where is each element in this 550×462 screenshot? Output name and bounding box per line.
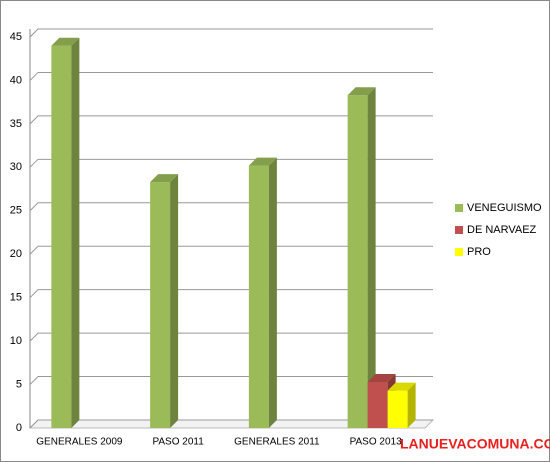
x-tick-label: PASO 2013 [350,437,403,448]
bar [150,174,179,428]
grid-line [29,376,433,385]
x-tick-label: GENERALES 2011 [234,437,320,448]
legend-swatch [455,248,463,256]
grid-line [29,71,433,81]
y-tick-label: 25 [10,205,22,217]
watermark: LANUEVACOMUNA.COM [400,436,550,452]
grid-line [29,245,433,255]
grid-line [29,158,433,168]
x-tick-label: PASO 2011 [152,437,204,448]
y-tick-label: 20 [10,248,22,260]
bar-face [367,87,376,429]
bar [51,37,80,428]
y-tick-label: 0 [16,422,22,434]
bar-face [347,95,368,429]
bar [347,87,376,429]
bar-face [407,382,416,428]
bar-face [367,381,388,428]
bar [387,382,416,428]
bar-face [367,373,396,382]
grid-line [29,419,433,429]
y-tick-label: 5 [16,378,22,390]
bar-face [268,157,277,428]
bar-face [150,174,179,183]
grid-line [29,28,433,38]
legend-label: DE NARVAEZ [467,224,537,236]
grid-line [29,202,433,212]
bar-face [248,157,277,166]
bar-face [51,45,72,428]
y-tick-label: 30 [10,161,22,173]
bar-face [71,37,80,428]
bar-face [150,182,171,428]
bar-face [170,174,179,428]
grid-line [29,289,433,299]
y-tick-label: 10 [10,335,22,347]
bar-face [387,390,408,428]
bar-face [387,382,416,391]
legend-swatch [455,204,463,212]
y-tick-label: 40 [10,74,22,86]
bar-face [347,87,376,96]
y-tick-label: 15 [10,292,22,304]
legend-label: VENEGUISMO [467,202,542,214]
y-tick-label: 45 [10,31,22,43]
bar-face [248,165,269,428]
grid-line [29,115,433,125]
legend-swatch [455,226,463,234]
y-tick-label: 35 [10,118,22,130]
x-tick-label: GENERALES 2009 [36,437,123,448]
legend-label: PRO [467,246,491,258]
grid-line [29,332,433,342]
bar [248,157,277,428]
bar-face [51,37,80,46]
